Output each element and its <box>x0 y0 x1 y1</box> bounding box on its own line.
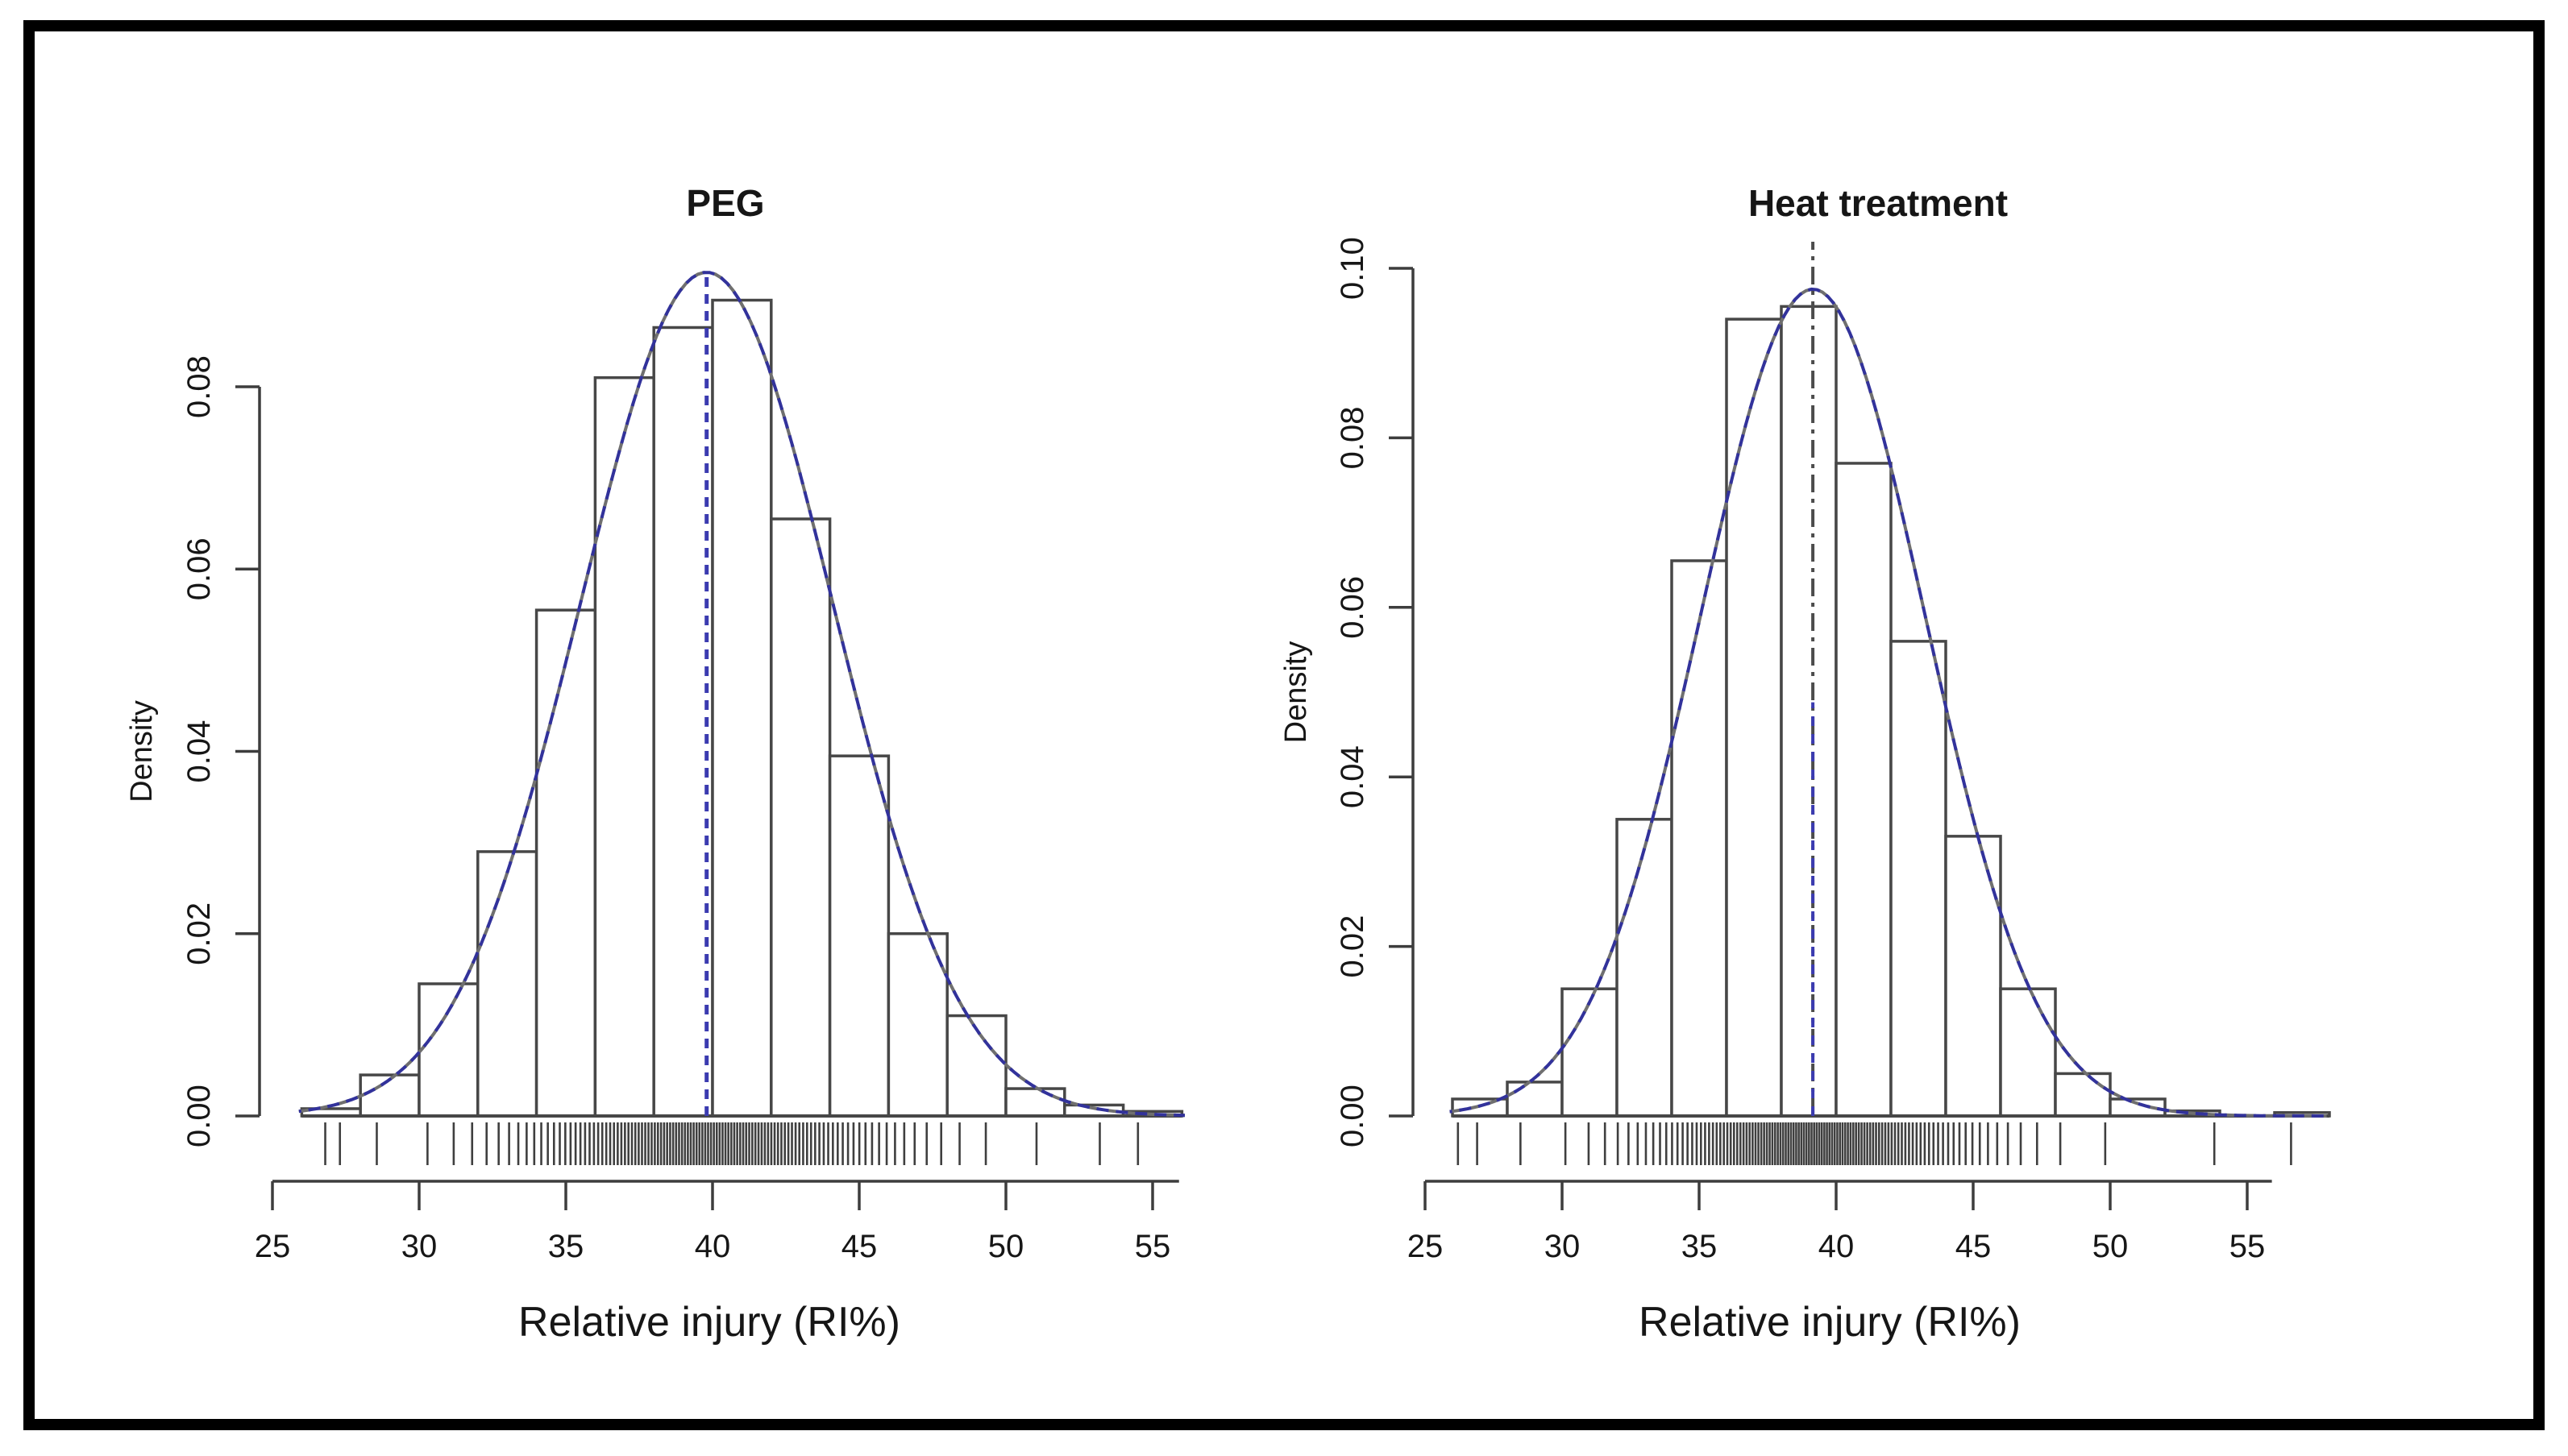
plot-title: PEG <box>686 182 764 224</box>
histogram-bar <box>652 326 714 1118</box>
figure-frame <box>23 20 2545 1430</box>
x-tick-label: 30 <box>1544 1229 1581 1264</box>
normal-density-curve <box>298 271 1186 1118</box>
histogram-bar <box>711 298 773 1118</box>
x-tick-label: 25 <box>1407 1229 1444 1264</box>
x-tick-label: 40 <box>1818 1229 1855 1264</box>
histogram-bar <box>1944 835 2002 1118</box>
y-tick-label: 0.04 <box>181 720 217 783</box>
x-axis-label: Relative injury (RI%) <box>518 1299 900 1346</box>
density-curve-blue-dashes <box>1449 287 2327 1118</box>
y-tick-label: 0.02 <box>181 902 217 965</box>
y-tick-label: 0.06 <box>1335 576 1370 639</box>
x-tick-label: 30 <box>401 1229 438 1264</box>
histogram-bars <box>1451 305 2331 1118</box>
histogram-bar <box>1560 987 1619 1118</box>
peg-plot: 0.00 0.02 0.04 0.06 0.08 Density 25 30 35 40 45 50 5… <box>125 182 1186 1346</box>
histogram-bar <box>1506 1081 1564 1118</box>
histogram-bar <box>1725 317 1783 1118</box>
x-tick-label: 50 <box>988 1229 1024 1264</box>
x-tick-label: 55 <box>2229 1229 2266 1264</box>
x-tick-label: 40 <box>695 1229 731 1264</box>
y-axis: 0.00 0.02 0.04 0.06 0.08 <box>181 355 261 1147</box>
y-axis: 0.00 0.02 0.04 0.06 0.08 0.10 <box>1335 237 1415 1147</box>
y-axis-label: Density <box>125 700 159 803</box>
x-tick-label: 50 <box>2092 1229 2129 1264</box>
y-tick-label: 0.08 <box>181 355 217 418</box>
y-tick-label: 0.02 <box>1335 915 1370 978</box>
histogram-bar <box>945 1014 1008 1118</box>
x-axis: 25 30 35 40 45 50 55 <box>255 1180 1179 1264</box>
histogram-bar <box>1835 462 1893 1118</box>
y-tick-label: 0.00 <box>1335 1085 1370 1147</box>
histogram-bar <box>770 517 832 1118</box>
histogram-bar <box>1780 305 1838 1118</box>
histogram-bar <box>828 754 891 1118</box>
rug-marks <box>1456 1122 2292 1165</box>
histogram-bar <box>418 982 480 1118</box>
y-tick-label: 0.06 <box>181 537 217 600</box>
normal-density-curve <box>1449 287 2327 1118</box>
x-tick-label: 35 <box>548 1229 584 1264</box>
histogram-bar <box>1004 1087 1066 1118</box>
histogram-bar <box>887 932 949 1118</box>
x-tick-label: 45 <box>841 1229 878 1264</box>
density-curve-blue-dashes <box>298 271 1186 1118</box>
histogram-bar <box>1999 987 2057 1118</box>
histogram-bar <box>1889 640 1947 1118</box>
heat-treatment-plot: 0.00 0.02 0.04 0.06 0.08 0.10 Density 25 30 35 40 4… <box>1279 182 2331 1346</box>
histogram-bar <box>476 850 538 1118</box>
histogram-bar <box>1670 559 1728 1118</box>
x-tick-label: 55 <box>1135 1229 1171 1264</box>
x-tick-label: 45 <box>1955 1229 1992 1264</box>
rug-marks <box>324 1122 1140 1165</box>
plot-title: Heat treatment <box>1748 182 2008 224</box>
y-axis-label: Density <box>1279 641 1313 744</box>
x-tick-label: 25 <box>255 1229 291 1264</box>
y-tick-label: 0.10 <box>1335 237 1370 300</box>
histogram-bar <box>1615 818 1673 1118</box>
histogram-bar <box>534 608 597 1118</box>
histogram-bar <box>2054 1072 2112 1118</box>
y-tick-label: 0.04 <box>1335 745 1370 808</box>
y-tick-label: 0.00 <box>181 1085 217 1147</box>
histogram-bar <box>593 375 655 1118</box>
x-tick-label: 35 <box>1681 1229 1718 1264</box>
x-axis-label: Relative injury (RI%) <box>1639 1299 2021 1346</box>
x-axis: 25 30 35 40 45 50 55 <box>1407 1180 2272 1264</box>
histogram-bars <box>300 298 1184 1118</box>
y-tick-label: 0.08 <box>1335 406 1370 469</box>
